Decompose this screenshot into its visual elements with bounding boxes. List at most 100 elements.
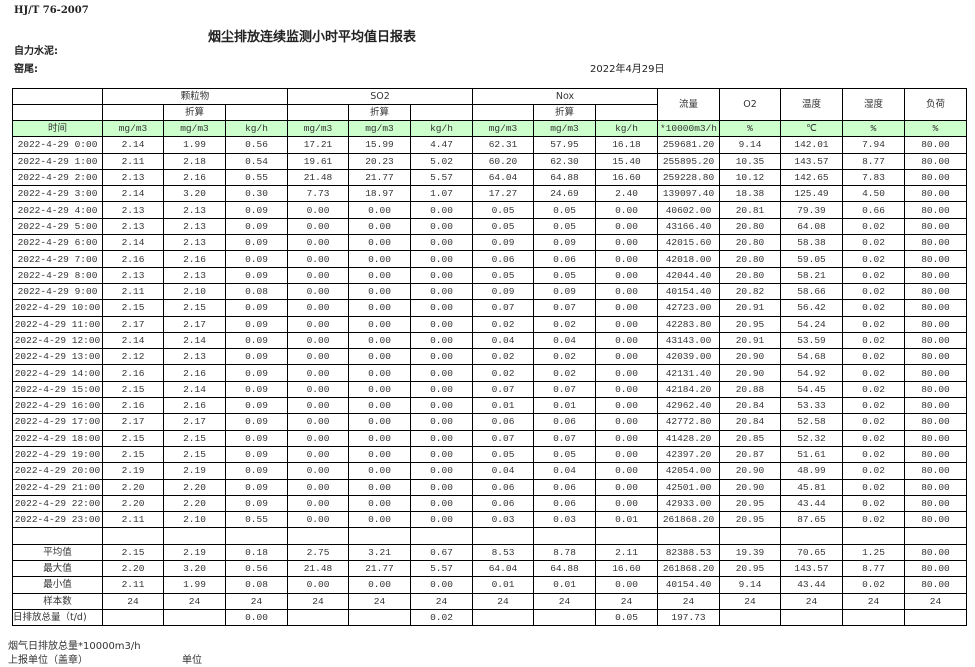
table-row: 2022-4-29 5:00 2.13 2.13 0.09 0.00 0.00 0.00 0.… — [12, 217, 967, 236]
cell: 0.04 — [533, 462, 596, 480]
cell: 80.00 — [904, 217, 967, 236]
cell: 5.57 — [410, 560, 473, 578]
cell: 0.00 — [410, 348, 473, 366]
cell: 2.16 — [163, 250, 226, 268]
summary-row-label: 最大值 — [12, 560, 103, 578]
cell: 24 — [225, 592, 288, 610]
cell: 5.57 — [410, 168, 473, 187]
cell: 2.13 — [163, 217, 226, 236]
cell: 0.00 — [410, 250, 473, 268]
cell: 0.01 — [472, 397, 534, 415]
cell: 142.65 — [780, 168, 843, 187]
cell: 2.15 — [163, 445, 226, 464]
header-empty — [410, 104, 473, 121]
table-row: 2022-4-29 12:00 2.14 2.14 0.09 0.00 0.00 0.00 0… — [12, 331, 967, 350]
cell: 0.00 — [595, 266, 658, 284]
cell: 0.05 — [472, 266, 534, 284]
cell: 7.83 — [842, 168, 905, 187]
cell: 0.00 — [595, 380, 658, 399]
cell: 197.73 — [657, 608, 720, 627]
cell: 0.00 — [348, 250, 411, 268]
cell: 8.53 — [472, 543, 534, 562]
cell: 8.78 — [533, 543, 596, 562]
cell — [348, 527, 411, 545]
header-empty — [12, 104, 103, 121]
cell — [472, 608, 534, 627]
cell: 20.88 — [719, 380, 781, 399]
cell: 58.21 — [780, 266, 843, 284]
cell: 0.09 — [225, 315, 288, 333]
cell: 0.00 — [287, 282, 349, 301]
header-particulate: 颗粒物 — [102, 88, 288, 105]
cell: 0.00 — [287, 266, 349, 284]
table-row: 2022-4-29 8:00 2.13 2.13 0.09 0.00 0.00 0.00 0.… — [12, 266, 967, 284]
cell: 2.16 — [102, 250, 164, 268]
cell: 0.08 — [225, 576, 288, 594]
cell: 2.13 — [102, 201, 164, 219]
cell: 80.00 — [904, 282, 967, 301]
cell: 0.00 — [348, 348, 411, 366]
cell: 24 — [533, 592, 596, 610]
header-converted: 折算 — [533, 104, 596, 121]
cell: 2.20 — [163, 494, 226, 513]
summary-row: 样本数 24 24 24 24 24 24 24 24 24 24 24 24 24 24 — [12, 592, 967, 610]
cell: 259681.20 — [657, 136, 720, 154]
cell: 48.99 — [780, 462, 843, 480]
table-row: 2022-4-29 3:00 2.14 3.20 0.30 7.73 18.97 1.07 1… — [12, 185, 967, 203]
cell: 80.00 — [904, 315, 967, 333]
cell: 0.00 — [287, 494, 349, 513]
cell: 0.00 — [410, 413, 473, 431]
table-row: 2022-4-29 1:00 2.11 2.18 0.54 19.61 20.23 5.02… — [12, 152, 967, 170]
cell: 0.00 — [595, 234, 658, 252]
cell: 0.00 — [410, 576, 473, 594]
flue-gas-total-label: 烟气日排放总量*10000m3/h — [8, 641, 141, 652]
cell: 0.00 — [287, 429, 349, 447]
cell: 0.02 — [533, 315, 596, 333]
cell: 0.00 — [595, 299, 658, 317]
cell: 0.00 — [410, 315, 473, 333]
cell: 0.00 — [410, 445, 473, 464]
cell: 80.00 — [904, 250, 967, 268]
cell: 43.44 — [780, 494, 843, 513]
header-empty — [12, 88, 103, 105]
cell: 20.90 — [719, 478, 781, 496]
cell: 2.13 — [102, 168, 164, 187]
cell: 53.33 — [780, 397, 843, 415]
cell: 20.90 — [719, 364, 781, 382]
cell: 0.00 — [287, 331, 349, 350]
cell: 2.11 — [595, 543, 658, 562]
cell: 0.02 — [842, 234, 905, 252]
cell — [657, 527, 720, 545]
header-converted: 折算 — [163, 104, 226, 121]
cell: 0.03 — [533, 511, 596, 529]
table-row-label: 2022-4-29 6:00 — [12, 234, 103, 252]
cell: 0.00 — [348, 201, 411, 219]
header-row-groups: 颗粒物 SO2 Nox 流量 O2 温度 湿度 负荷 — [12, 88, 967, 121]
cell: mg/m3 — [472, 119, 534, 138]
cell: 0.00 — [287, 380, 349, 399]
units-row: 时间 mg/m3 mg/m3 kg/h mg/m3 mg/m3 kg/h mg/m3 mg/m3… — [12, 119, 967, 138]
cell: 0.02 — [472, 315, 534, 333]
cell: 80.00 — [904, 511, 967, 529]
cell: 20.95 — [719, 494, 781, 513]
cell — [287, 527, 349, 545]
header-humidity: 湿度 — [842, 88, 905, 121]
cell: 10.12 — [719, 168, 781, 187]
cell: 0.06 — [533, 250, 596, 268]
cell: 7.73 — [287, 185, 349, 203]
cell: 0.00 — [348, 429, 411, 447]
cell: 0.09 — [225, 445, 288, 464]
table-row-label: 2022-4-29 23:00 — [12, 511, 103, 529]
cell: 8.77 — [842, 560, 905, 578]
cell: 2.40 — [595, 185, 658, 203]
cell: 20.80 — [719, 266, 781, 284]
cell: 54.68 — [780, 348, 843, 366]
cell: 0.09 — [225, 494, 288, 513]
cell: 42962.40 — [657, 397, 720, 415]
cell: 10.35 — [719, 152, 781, 170]
cell: 58.38 — [780, 234, 843, 252]
table-row-label: 2022-4-29 16:00 — [12, 397, 103, 415]
cell: 0.00 — [287, 445, 349, 464]
cell: 59.05 — [780, 250, 843, 268]
cell: 42131.40 — [657, 364, 720, 382]
